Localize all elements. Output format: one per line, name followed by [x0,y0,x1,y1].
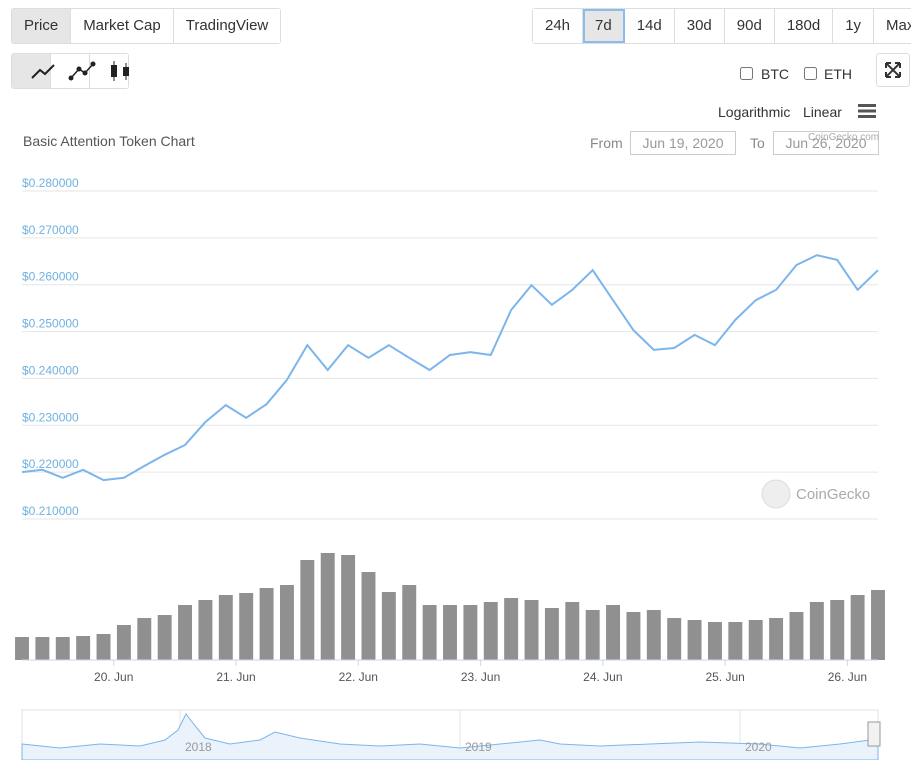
volume-bar [55,637,70,660]
menu-icon[interactable] [858,103,878,119]
credit: CoinGecko.com [808,132,880,143]
to-label: To [750,135,765,151]
range-button[interactable]: Max [874,9,911,43]
volume-bar [809,602,824,660]
candle-style-button[interactable] [90,54,129,88]
y-tick-label: $0.220000 [22,457,79,471]
range-button[interactable]: 30d [674,9,725,43]
volume-bar [239,593,254,660]
range-group: 24h 7d 14d 30d 90d 180d 1y Max [532,8,911,44]
volume-bar [198,600,213,660]
eth-checkbox[interactable] [804,67,817,80]
volume-bar [504,598,519,660]
volume-bar [728,622,743,660]
volume-bar [667,618,682,660]
btc-label: BTC [761,66,789,82]
x-tick-label: 20. Jun [94,670,133,684]
chart-title: Basic Attention Token Chart [23,133,195,149]
y-tick-label: $0.280000 [22,176,79,190]
volume-bar [443,605,457,660]
y-tick-label: $0.210000 [22,504,79,518]
from-label: From [590,135,623,151]
x-tick-label: 26. Jun [828,670,867,684]
range-button[interactable]: 180d [774,9,834,43]
range-button[interactable]: 90d [724,9,775,43]
x-tick-label: 25. Jun [705,670,744,684]
volume-bar [565,602,580,660]
tab[interactable]: TradingView [173,9,281,43]
navigator-label: 2020 [745,740,772,754]
volume-bar [463,605,478,660]
tab[interactable]: Price [12,9,72,43]
volume-bar [748,620,763,660]
line-style-button[interactable] [12,54,55,88]
watermark: CoinGecko [796,486,870,503]
tab[interactable]: Market Cap [71,9,174,43]
from-input[interactable]: Jun 19, 2020 [630,131,736,155]
volume-bar [96,634,111,660]
volume-bar [137,618,152,660]
navigator-series [21,713,879,760]
volume-bar [544,608,559,660]
chart-style-group [11,53,129,89]
x-tick-label: 23. Jun [461,670,500,684]
volume-bar [279,585,294,660]
x-tick-label: 22. Jun [339,670,378,684]
volume-bar [871,590,885,660]
y-tick-label: $0.260000 [22,270,79,284]
volume-bar [402,585,417,660]
volume-bar [178,605,193,660]
volume-bar [830,600,845,660]
volume-bar [35,637,50,660]
volume-bar [707,622,722,660]
price-line [21,254,879,482]
y-tick-label: $0.250000 [22,317,79,331]
log-scale-button[interactable]: Logarithmic [718,104,791,120]
range-button[interactable]: 14d [624,9,675,43]
to-input[interactable]: Jun 26, 2020 [773,131,879,155]
volume-bar [606,605,621,660]
eth-label: ETH [824,66,852,82]
navigator-label: 2019 [465,740,492,754]
x-tick-label: 21. Jun [216,670,255,684]
volume-bar [524,600,539,660]
tab-group: Price Market Cap TradingView [11,8,282,44]
volume-bar [626,612,641,660]
x-tick-label: 24. Jun [583,670,622,684]
volume-bar [15,637,29,660]
y-tick-label: $0.230000 [22,410,79,424]
navigator-handle[interactable] [867,721,881,747]
volume-bar [422,605,437,660]
fullscreen-button[interactable] [876,53,910,87]
volume-bar [769,618,784,660]
volume-bar [483,602,498,660]
volume-bar [76,636,91,660]
linear-scale-button[interactable]: Linear [803,104,842,120]
volume-bar [850,595,865,660]
volume-bar [218,595,233,660]
volume-bar [116,625,131,660]
point-style-button[interactable] [51,54,96,88]
range-button[interactable]: 24h [533,9,584,43]
volume-bar [259,588,274,660]
btc-checkbox[interactable] [740,67,753,80]
range-button[interactable]: 1y [833,9,875,43]
volume-bar [300,560,315,660]
volume-bar [381,592,396,660]
range-button[interactable]: 7d [583,9,625,43]
volume-bar [157,615,172,660]
y-tick-label: $0.270000 [22,223,79,237]
watermark-logo [761,479,791,509]
volume-bar [585,610,600,660]
volume-bar [361,572,376,660]
volume-bar [789,612,804,660]
volume-bar [320,553,335,660]
navigator-label: 2018 [185,740,212,754]
volume-bar [687,620,702,660]
y-tick-label: $0.240000 [22,363,79,377]
volume-bar [646,610,661,660]
volume-bar [341,555,356,660]
